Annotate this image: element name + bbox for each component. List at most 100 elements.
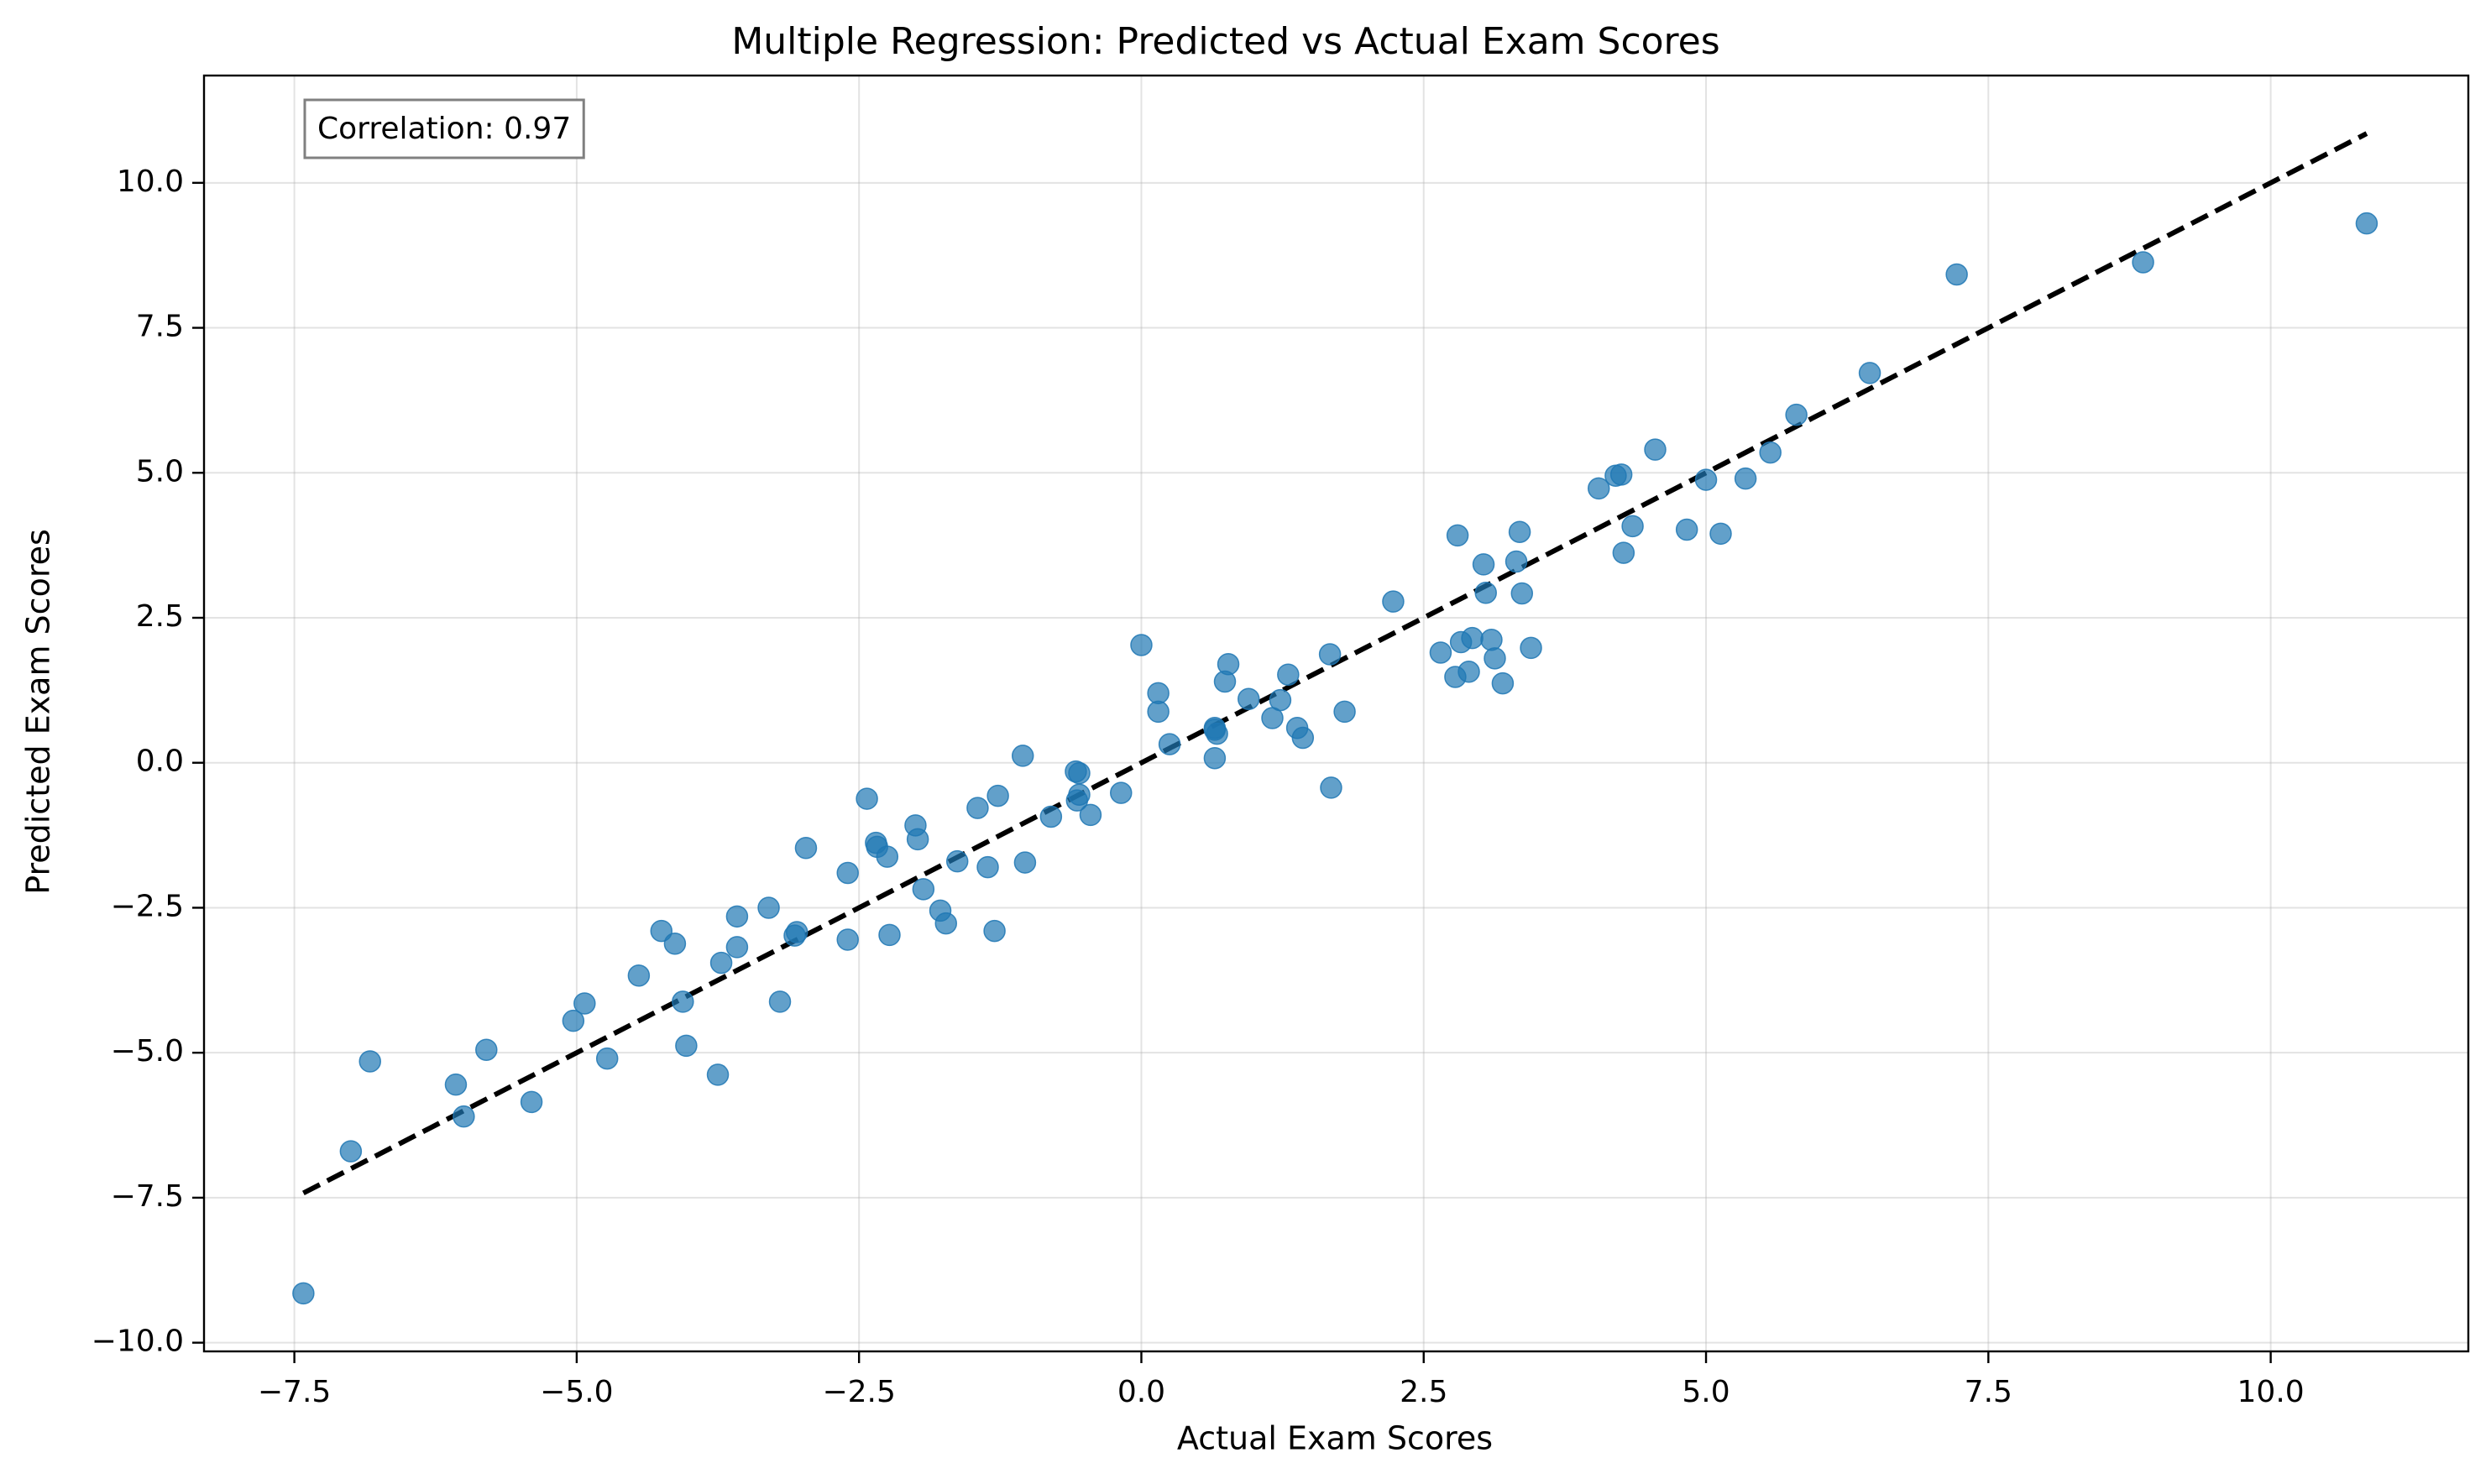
data-point: [709, 951, 733, 975]
data-point: [1759, 441, 1782, 464]
data-point: [768, 990, 792, 1013]
data-point: [1147, 700, 1170, 724]
y-tick-label: −10.0: [92, 1325, 184, 1359]
data-point: [1461, 626, 1484, 650]
data-point: [672, 990, 694, 1013]
x-tick-label: 2.5: [1400, 1375, 1447, 1409]
data-point: [906, 828, 929, 851]
data-point: [1333, 700, 1356, 724]
data-point: [475, 1038, 498, 1061]
data-point: [725, 905, 749, 928]
data-point: [1510, 582, 1534, 605]
data-point: [1320, 776, 1342, 799]
data-point: [1446, 524, 1469, 547]
data-point: [1675, 518, 1698, 541]
data-point: [1013, 851, 1037, 874]
data-point: [1382, 590, 1405, 613]
x-tick-label: 0.0: [1117, 1375, 1165, 1409]
data-point: [1068, 761, 1091, 785]
data-point: [1480, 629, 1503, 651]
data-point: [1269, 688, 1292, 712]
data-point: [1587, 477, 1610, 500]
data-point: [1011, 745, 1034, 767]
data-point: [675, 1034, 698, 1058]
data-point: [562, 1009, 585, 1032]
data-point: [983, 919, 1006, 943]
chart-title: Multiple Regression: Predicted vs Actual…: [731, 20, 1719, 63]
data-point: [663, 933, 687, 955]
data-point: [650, 919, 673, 943]
axes-frame: [202, 74, 2470, 1353]
data-point: [725, 936, 749, 959]
data-point: [912, 878, 935, 901]
x-tick-label: −2.5: [822, 1375, 895, 1409]
data-point: [595, 1047, 619, 1070]
data-points: [292, 212, 2378, 1305]
data-point: [934, 912, 958, 935]
data-point: [1429, 641, 1452, 664]
y-tick-label: 5.0: [136, 454, 184, 489]
x-axis-label: Actual Exam Scores: [1177, 1420, 1493, 1457]
correlation-annotation: Correlation: 0.97: [303, 98, 585, 159]
y-tick-label: 2.5: [136, 599, 184, 634]
x-tick-label: 10.0: [2237, 1375, 2305, 1409]
x-tick-label: −5.0: [540, 1375, 613, 1409]
data-point: [1291, 726, 1315, 750]
data-point: [1079, 803, 1102, 827]
y-tick-label: 0.0: [136, 745, 184, 779]
data-point: [358, 1050, 381, 1073]
data-point: [836, 928, 859, 951]
data-point: [1277, 663, 1300, 686]
y-tick-label: −5.0: [111, 1034, 184, 1069]
data-point: [976, 855, 999, 879]
data-point: [1039, 805, 1063, 828]
data-point: [1609, 463, 1633, 486]
data-point: [878, 923, 901, 947]
data-point: [836, 861, 859, 885]
data-point: [1785, 403, 1808, 426]
data-point: [945, 849, 969, 873]
axis-ticks: −7.5 −5.0 −2.5 0.0 2.5 5.0 7.5 10.0 −10.0 −7.5 −5.…: [92, 165, 2305, 1409]
data-point: [1644, 438, 1667, 461]
data-point: [2355, 212, 2378, 235]
data-point: [1508, 520, 1531, 543]
data-point: [1474, 582, 1497, 604]
data-point: [1130, 634, 1153, 656]
x-tick-label: 7.5: [1965, 1375, 2012, 1409]
y-axis-label: Predicted Exam Scores: [20, 529, 57, 895]
data-point: [785, 921, 809, 943]
data-point: [520, 1090, 543, 1114]
data-point: [1694, 468, 1718, 491]
data-point: [986, 784, 1009, 807]
data-point: [856, 787, 878, 810]
x-tick-label: 5.0: [1682, 1375, 1730, 1409]
data-point: [1238, 687, 1260, 710]
data-point: [794, 837, 818, 860]
x-tick-label: −7.5: [258, 1375, 331, 1409]
data-point: [876, 845, 899, 868]
data-point: [706, 1063, 730, 1086]
data-point: [1110, 781, 1133, 804]
annotation-box: [303, 98, 585, 159]
data-point: [1491, 671, 1515, 695]
annotation-text: Correlation: 0.97: [317, 112, 571, 146]
data-point: [1505, 550, 1528, 573]
data-point: [1734, 467, 1757, 490]
data-point: [2132, 251, 2154, 274]
data-point: [1945, 263, 1968, 286]
data-point: [1484, 647, 1506, 670]
data-point: [444, 1073, 468, 1096]
data-point: [292, 1282, 315, 1305]
data-point: [573, 992, 596, 1015]
data-point: [1858, 362, 1881, 384]
data-point: [1206, 722, 1228, 745]
data-point: [1520, 636, 1542, 660]
data-point: [627, 964, 651, 987]
data-point: [1068, 783, 1091, 806]
y-tick-label: 10.0: [117, 165, 184, 199]
data-point: [1621, 515, 1644, 538]
data-point: [1709, 522, 1732, 546]
data-point: [453, 1105, 475, 1128]
